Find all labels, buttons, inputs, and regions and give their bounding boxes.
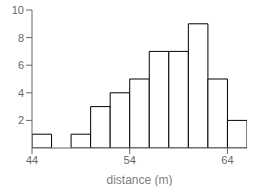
- svg-text:4: 4: [18, 87, 24, 99]
- svg-text:8: 8: [18, 32, 24, 44]
- svg-text:64: 64: [221, 154, 233, 166]
- svg-text:10: 10: [12, 4, 24, 16]
- svg-text:54: 54: [124, 154, 136, 166]
- svg-text:2: 2: [18, 114, 24, 126]
- svg-text:distance (m): distance (m): [106, 173, 172, 186]
- svg-text:6: 6: [18, 59, 24, 71]
- svg-text:44: 44: [26, 154, 38, 166]
